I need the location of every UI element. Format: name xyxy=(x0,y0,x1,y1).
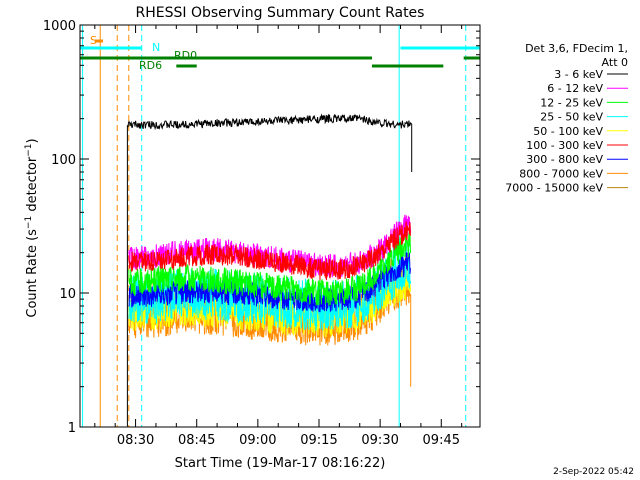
annotation-RD0: RD0 xyxy=(174,49,197,62)
x-tick-label-2: 09:00 xyxy=(239,433,276,448)
annotation-N: N xyxy=(152,41,160,54)
y-tick-label-3: 1000 xyxy=(43,19,76,34)
series-line-2 xyxy=(128,232,412,306)
x-tick-label-1: 08:45 xyxy=(178,433,215,448)
x-tick-label-3: 09:15 xyxy=(300,433,337,448)
x-tick-label-5: 09:45 xyxy=(423,433,460,448)
legend-label-8: 7000 - 15000 keV xyxy=(505,182,603,195)
annotation-S: S xyxy=(90,34,97,47)
legend-label-6: 300 - 800 keV xyxy=(526,153,603,166)
legend-label-3: 25 - 50 keV xyxy=(540,111,603,124)
annotation-RD6: RD6 xyxy=(139,59,162,72)
legend-label-2: 12 - 25 keV xyxy=(540,96,603,109)
axis-ticks: 08:30 08:45 09:00 09:15 09:30 09:45 1 10 100 1000 xyxy=(43,19,480,448)
x-axis-label: Start Time (19-Mar-17 08:16:22) xyxy=(175,456,386,471)
series-line-0 xyxy=(126,113,413,427)
y-tick-label-2: 100 xyxy=(51,153,76,168)
chart-title: RHESSI Observing Summary Count Rates xyxy=(136,5,425,21)
attenuator-bars xyxy=(80,39,480,68)
x-tick-label-0: 08:30 xyxy=(117,433,154,448)
series-line-5 xyxy=(128,221,411,281)
legend-header-1: Det 3,6, FDecim 1, xyxy=(525,42,628,55)
legend-label-4: 50 - 100 keV xyxy=(533,125,603,138)
svg-text:Count Rate (s−1 detector−1): Count Rate (s−1 detector−1) xyxy=(24,138,40,317)
series-lines xyxy=(126,113,413,427)
legend-label-0: 3 - 6 keV xyxy=(554,68,603,81)
legend-label-1: 6 - 12 keV xyxy=(547,82,603,95)
y-tick-label-1: 10 xyxy=(59,287,76,302)
footer-date: 2-Sep-2022 05:42 xyxy=(553,467,634,477)
x-tick-label-4: 09:30 xyxy=(361,433,398,448)
y-axis-label: Count Rate (s−1 detector−1) xyxy=(24,138,40,317)
legend-label-7: 800 - 7000 keV xyxy=(519,167,603,180)
y-tick-label-0: 1 xyxy=(68,421,76,436)
legend-label-5: 100 - 300 keV xyxy=(526,139,603,152)
plot-frame xyxy=(79,24,481,428)
series-line-4 xyxy=(128,260,412,338)
legend-header-2: Att 0 xyxy=(602,56,628,69)
